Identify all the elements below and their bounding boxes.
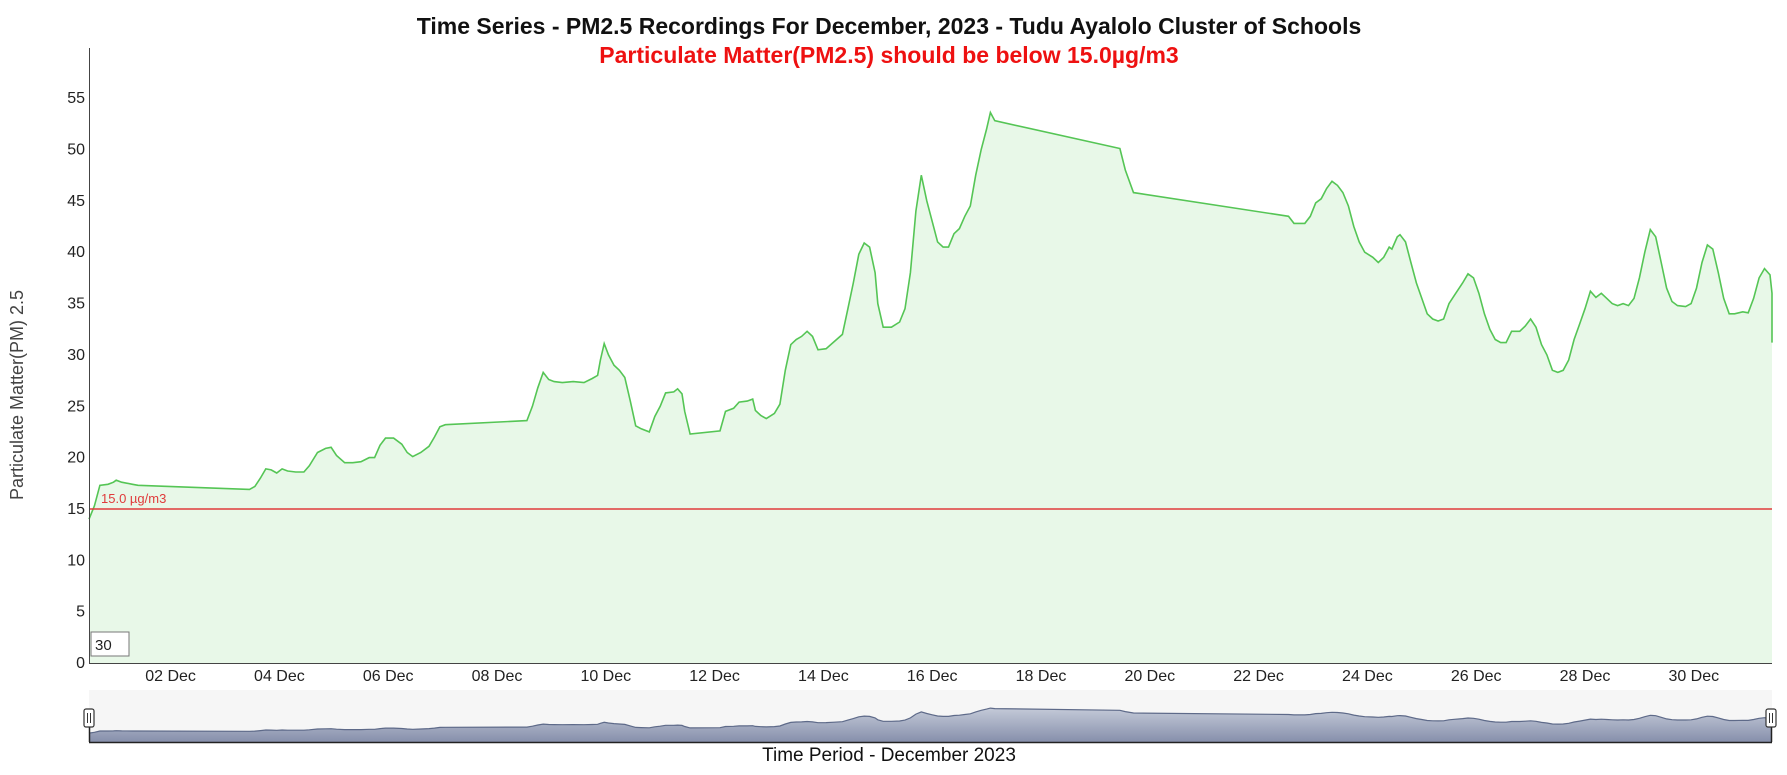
plot-area: 15.0 µg/m3 xyxy=(88,110,1773,663)
x-tick-label: 02 Dec xyxy=(145,668,196,685)
y-tick-label: 30 xyxy=(67,347,85,364)
navigator-right-handle[interactable] xyxy=(1765,708,1777,728)
x-tick-label: 14 Dec xyxy=(798,668,849,685)
y-tick-label: 50 xyxy=(67,142,85,159)
y-tick-label: 20 xyxy=(67,450,85,467)
y-tick-label: 0 xyxy=(76,655,85,672)
x-tick-label: 10 Dec xyxy=(580,668,631,685)
threshold-label: 15.0 µg/m3 xyxy=(101,491,166,506)
series-area xyxy=(89,112,1772,663)
x-tick-label: 24 Dec xyxy=(1342,668,1393,685)
x-tick-label: 22 Dec xyxy=(1233,668,1284,685)
x-axis-ticks: 02 Dec 04 Dec 06 Dec 08 Dec 10 Dec 12 Dec 14 D… xyxy=(145,668,1719,685)
chart-title: Time Series - PM2.5 Recordings For Decem… xyxy=(417,13,1362,39)
y-tick-label: 5 xyxy=(76,604,85,621)
range-navigator[interactable] xyxy=(83,690,1777,744)
chart-subtitle: Particulate Matter(PM2.5) should be belo… xyxy=(599,42,1178,68)
y-tick-label: 35 xyxy=(67,296,85,313)
x-axis-title: Time Period - December 2023 xyxy=(762,745,1016,766)
navigator-line xyxy=(88,707,1773,734)
current-value-text: 30 xyxy=(95,637,112,654)
x-tick-label: 16 Dec xyxy=(907,668,958,685)
y-tick-label: 15 xyxy=(67,501,85,518)
x-tick-label: 04 Dec xyxy=(254,668,305,685)
y-tick-label: 40 xyxy=(67,244,85,261)
current-value-box: 30 xyxy=(90,631,130,657)
navigator-area xyxy=(89,708,1772,742)
x-tick-label: 06 Dec xyxy=(363,668,414,685)
y-tick-label: 45 xyxy=(67,193,85,210)
y-tick-label: 55 xyxy=(67,90,85,107)
x-tick-label: 18 Dec xyxy=(1016,668,1067,685)
x-tick-label: 30 Dec xyxy=(1668,668,1719,685)
y-tick-label: 25 xyxy=(67,398,85,415)
x-tick-label: 28 Dec xyxy=(1560,668,1611,685)
x-tick-label: 08 Dec xyxy=(472,668,523,685)
x-tick-label: 26 Dec xyxy=(1451,668,1502,685)
navigator-left-handle[interactable] xyxy=(83,708,95,728)
y-tick-label: 10 xyxy=(67,552,85,569)
x-tick-label: 20 Dec xyxy=(1124,668,1175,685)
x-tick-label: 12 Dec xyxy=(689,668,740,685)
series-line xyxy=(88,110,1773,520)
y-axis-title: Particulate Matter(PM) 2.5 xyxy=(7,290,27,500)
y-axis-ticks: 0 5 10 15 20 25 30 35 40 45 50 55 xyxy=(67,90,85,672)
